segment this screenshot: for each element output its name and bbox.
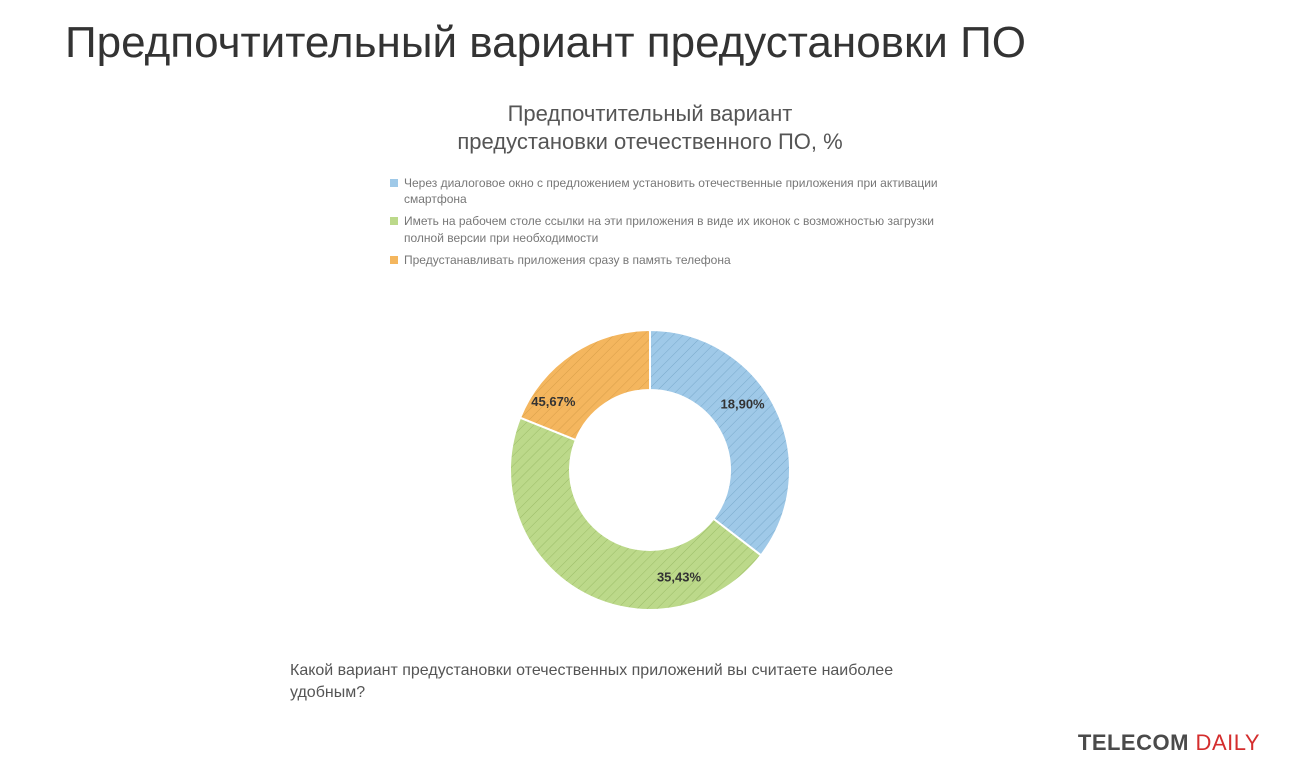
slide: Предпочтительный вариант предустановки П… — [0, 0, 1300, 774]
chart-title-line1: Предпочтительный вариант — [508, 101, 793, 126]
legend-item: Иметь на рабочем столе ссылки на эти при… — [390, 213, 970, 245]
brand-part2: DAILY — [1189, 730, 1260, 755]
donut-chart: 35,43% 45,67% 18,90% — [0, 315, 1300, 625]
legend-text: Через диалоговое окно с предложением уст… — [404, 175, 970, 207]
legend-swatch — [390, 256, 398, 264]
data-label: 35,43% — [657, 570, 702, 585]
brand-logo: TELECOM DAILY — [1078, 730, 1260, 756]
donut-slice — [520, 330, 650, 440]
donut-svg: 35,43% 45,67% 18,90% — [495, 315, 805, 625]
page-title: Предпочтительный вариант предустановки П… — [65, 18, 1260, 68]
survey-question: Какой вариант предустановки отечественны… — [290, 660, 970, 703]
legend-item: Предустанавливать приложения сразу в пам… — [390, 252, 970, 268]
donut-slice — [650, 330, 790, 555]
legend-text: Предустанавливать приложения сразу в пам… — [404, 252, 731, 268]
brand-part1: TELECOM — [1078, 730, 1189, 755]
data-label: 45,67% — [531, 394, 576, 409]
data-label: 18,90% — [721, 397, 766, 412]
legend: Через диалоговое окно с предложением уст… — [390, 175, 970, 274]
chart-title: Предпочтительный вариант предустановки о… — [0, 100, 1300, 155]
legend-swatch — [390, 217, 398, 225]
legend-item: Через диалоговое окно с предложением уст… — [390, 175, 970, 207]
legend-text: Иметь на рабочем столе ссылки на эти при… — [404, 213, 970, 245]
legend-swatch — [390, 179, 398, 187]
chart-title-line2: предустановки отечественного ПО, % — [457, 129, 842, 154]
